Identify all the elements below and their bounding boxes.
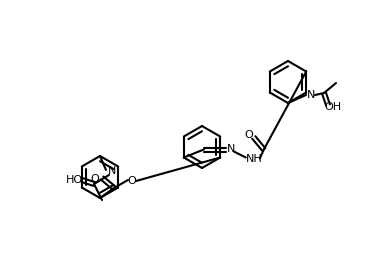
Text: OH: OH [324, 102, 341, 112]
Text: O: O [91, 174, 99, 184]
Text: N: N [108, 166, 116, 176]
Text: O: O [128, 176, 137, 186]
Text: O: O [244, 130, 253, 140]
Text: NH: NH [246, 154, 262, 163]
Text: HO: HO [65, 175, 83, 185]
Text: N: N [227, 145, 235, 155]
Text: N: N [307, 90, 315, 100]
